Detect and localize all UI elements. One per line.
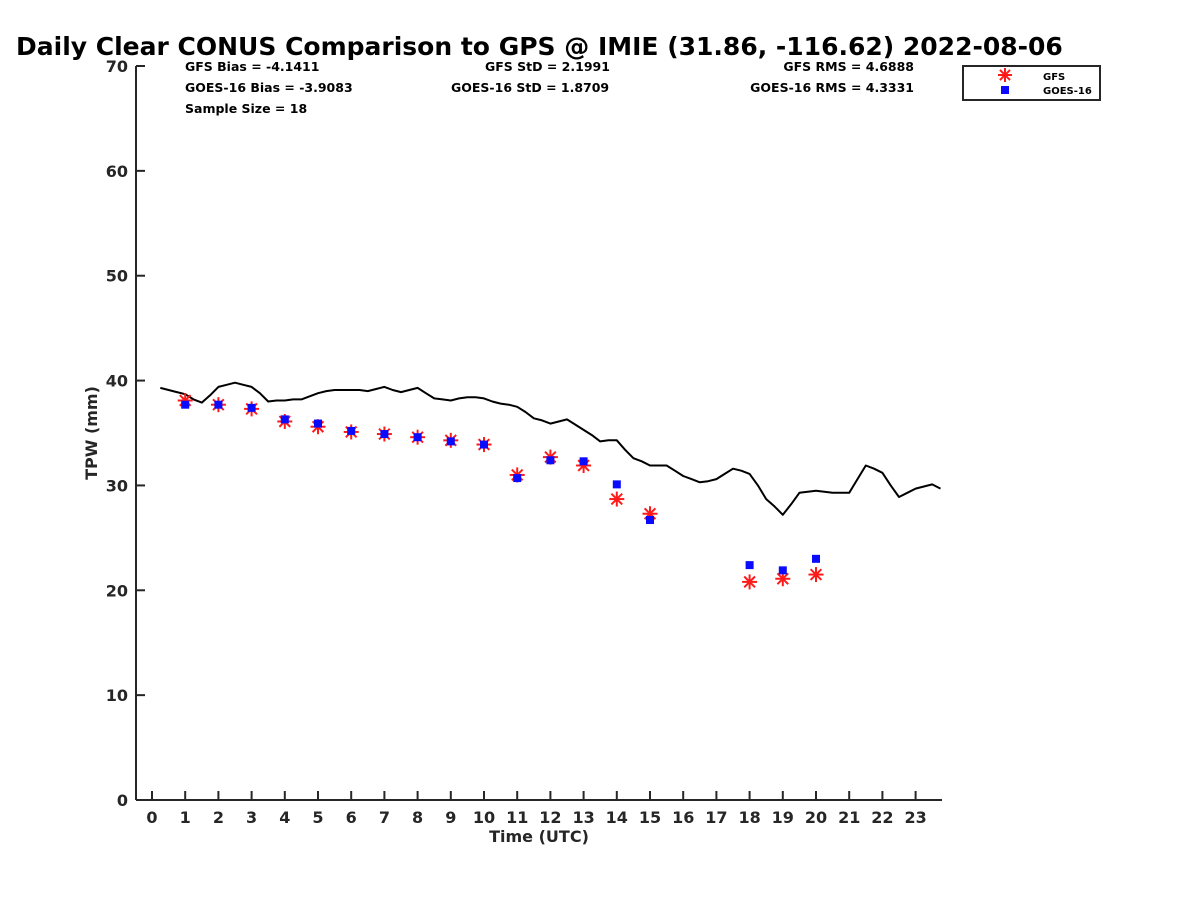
goes-point (513, 474, 522, 483)
sample-size-label: Sample Size = 18 (185, 101, 307, 116)
x-tick-label: 19 (772, 808, 794, 827)
legend-gfs-label: GFS (1043, 72, 1065, 83)
gfs-series (177, 392, 824, 590)
y-tick-label: 60 (106, 162, 128, 181)
x-tick-label: 6 (346, 808, 357, 827)
legend: GFS GOES-16 (962, 65, 1101, 101)
chart-title: Daily Clear CONUS Comparison to GPS @ IM… (16, 32, 1063, 61)
x-tick-label: 2 (213, 808, 224, 827)
legend-box (962, 65, 1101, 101)
axes (135, 66, 942, 801)
goes-point (745, 561, 754, 570)
y-tick-label: 10 (106, 686, 128, 705)
x-tick-label: 1 (180, 808, 191, 827)
goes-bias-label: GOES-16 Bias = -3.9083 (185, 80, 353, 95)
goes-point (280, 415, 289, 424)
y-tick-label: 0 (117, 791, 128, 810)
legend-goes-square-icon (1001, 86, 1009, 94)
x-tick-label: 16 (672, 808, 694, 827)
gps-line-layer (160, 381, 941, 516)
x-tick-label: 11 (506, 808, 528, 827)
goes-point (480, 440, 488, 449)
legend-goes-label: GOES-16 (1043, 86, 1092, 97)
goes-point (247, 403, 256, 412)
goes-point (380, 430, 389, 439)
goes-point (778, 566, 787, 575)
x-tick-label: 3 (246, 808, 257, 827)
goes-point (181, 400, 190, 409)
y-tick-label: 30 (106, 476, 128, 495)
x-tick-label: 9 (445, 808, 456, 827)
x-tick-label: 14 (606, 808, 628, 827)
goes-point (446, 437, 455, 446)
x-tick-label: 22 (871, 808, 893, 827)
y-tick-label: 70 (106, 57, 128, 76)
gps-line (160, 381, 941, 516)
x-tick-label: 5 (312, 808, 323, 827)
goes-series (181, 400, 820, 575)
x-tick-label: 12 (539, 808, 561, 827)
x-axis-label: Time (UTC) (489, 827, 589, 846)
x-tick-label: 20 (805, 808, 827, 827)
y-axis-label: TPW (mm) (82, 386, 101, 480)
goes-point (646, 516, 654, 525)
goes-std-label: GOES-16 StD = 1.8709 (451, 80, 609, 95)
x-tick-label: 7 (379, 808, 390, 827)
x-tick-label: 13 (572, 808, 594, 827)
x-tick-label: 10 (473, 808, 495, 827)
gfs-rms-label: GFS RMS = 4.6888 (783, 59, 914, 74)
goes-rms-label: GOES-16 RMS = 4.3331 (750, 80, 914, 95)
x-tick-label: 4 (279, 808, 290, 827)
legend-gfs-asterisk-icon (998, 68, 1012, 82)
x-tick-label: 0 (146, 808, 157, 827)
goes-point (812, 554, 820, 563)
y-tick-label: 20 (106, 581, 128, 600)
gfs-point (742, 574, 758, 590)
legend-gfs-asterisk (998, 68, 1012, 82)
x-tick-label: 18 (738, 808, 760, 827)
goes-point (579, 457, 588, 466)
x-tick-label: 8 (412, 808, 423, 827)
gfs-point (808, 567, 824, 583)
x-tick-label: 21 (838, 808, 860, 827)
x-tick-label: 15 (639, 808, 661, 827)
goes-point (347, 426, 356, 435)
x-tick-label: 23 (904, 808, 926, 827)
x-ticks: 0 1 2 3 4 5 6 7 8 9 10 11 12 13 14 15 16 17 18 19 20 21 22 23 (146, 791, 927, 827)
gfs-bias-label: GFS Bias = -4.1411 (185, 59, 319, 74)
goes-point (612, 480, 621, 489)
y-ticks: 0 10 20 30 40 50 60 70 (106, 57, 145, 810)
stats-block: GFS Bias = -4.1411 GOES-16 Bias = -3.908… (185, 59, 914, 116)
x-tick-label: 17 (705, 808, 727, 827)
gfs-std-label: GFS StD = 2.1991 (485, 59, 610, 74)
goes-point (413, 433, 422, 442)
goes-point (314, 419, 322, 428)
y-tick-label: 50 (106, 267, 128, 286)
y-tick-label: 40 (106, 372, 128, 391)
gfs-point (609, 491, 625, 507)
goes-point (214, 400, 223, 409)
goes-point (546, 456, 555, 465)
